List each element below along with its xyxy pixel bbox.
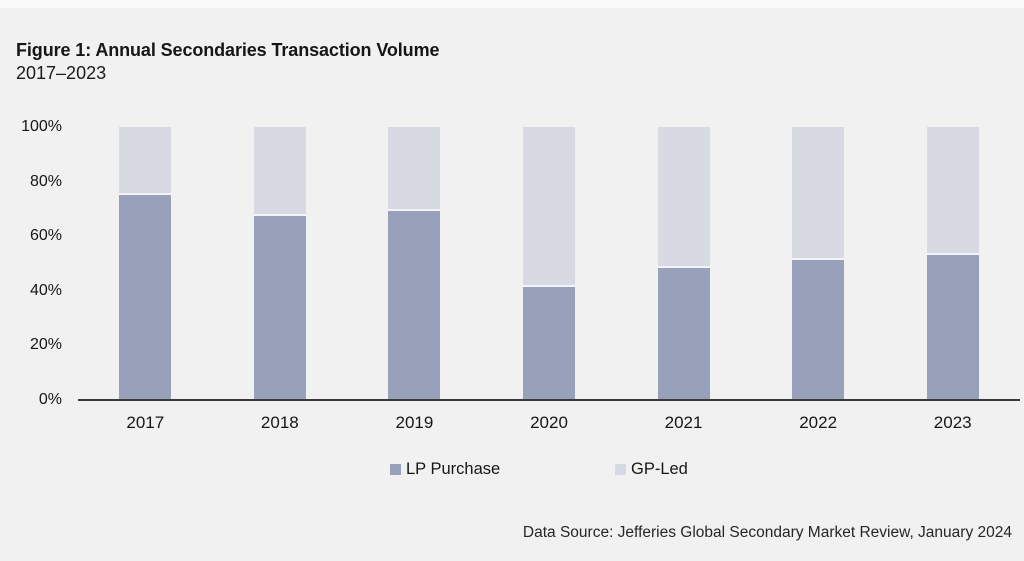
bar-segment-gp-led-2018 — [253, 127, 306, 214]
bar-segment-lp-purchase-2017 — [119, 193, 172, 400]
data-source-note: Data Source: Jefferies Global Secondary … — [522, 524, 1012, 541]
bar-2021 — [657, 127, 710, 400]
figure-title: Figure 1: Annual Secondaries Transaction… — [16, 40, 440, 60]
y-tick-label-100: 100% — [21, 118, 62, 135]
y-tick-label-60: 60% — [29, 227, 62, 245]
x-axis-line — [78, 399, 1020, 401]
y-tick-label-20: 20% — [29, 336, 62, 354]
y-tick-label-0: 0% — [38, 391, 62, 408]
bar-2020 — [523, 127, 575, 400]
bar-2018 — [253, 127, 306, 400]
top-strip — [0, 0, 1024, 8]
x-tick-label-2019: 2019 — [395, 413, 434, 432]
legend-label-lp-purchase: LP Purchase — [406, 460, 501, 478]
bar-2023 — [926, 127, 979, 400]
x-tick-label-2018: 2018 — [260, 413, 299, 432]
legend-swatch-lp-purchase — [390, 464, 401, 475]
legend-label-gp-led: GP-Led — [631, 460, 688, 478]
x-tick-label-2023: 2023 — [933, 413, 972, 432]
bar-2019 — [388, 127, 441, 400]
bar-segment-lp-purchase-2021 — [657, 266, 710, 400]
x-tick-label-2020: 2020 — [530, 413, 568, 432]
bar-segment-gp-led-2019 — [388, 127, 441, 209]
bar-segment-lp-purchase-2018 — [253, 214, 306, 400]
legend-swatch-gp-led — [615, 464, 626, 475]
bar-segment-gp-led-2021 — [657, 127, 710, 266]
bar-segment-lp-purchase-2020 — [523, 285, 575, 400]
legend-item-lp-purchase: LP Purchase — [390, 460, 500, 479]
bar-segment-gp-led-2022 — [792, 127, 845, 258]
bar-segment-gp-led-2023 — [926, 127, 979, 253]
bar-segment-lp-purchase-2019 — [388, 209, 441, 400]
y-tick-label-40: 40% — [29, 281, 62, 299]
x-tick-label-2017: 2017 — [126, 413, 165, 432]
figure-subtitle: 2017–2023 — [16, 63, 107, 83]
x-tick-label-2021: 2021 — [664, 413, 703, 432]
x-tick-label-2022: 2022 — [799, 413, 838, 432]
y-tick-label-80: 80% — [29, 172, 62, 190]
legend-item-gp-led: GP-Led — [615, 460, 688, 479]
bar-segment-lp-purchase-2023 — [926, 253, 979, 400]
bar-segment-gp-led-2020 — [523, 127, 575, 285]
bar-2022 — [792, 127, 845, 400]
bar-segment-gp-led-2017 — [119, 127, 172, 193]
bar-2017 — [119, 127, 172, 400]
bar-segment-lp-purchase-2022 — [792, 258, 845, 400]
